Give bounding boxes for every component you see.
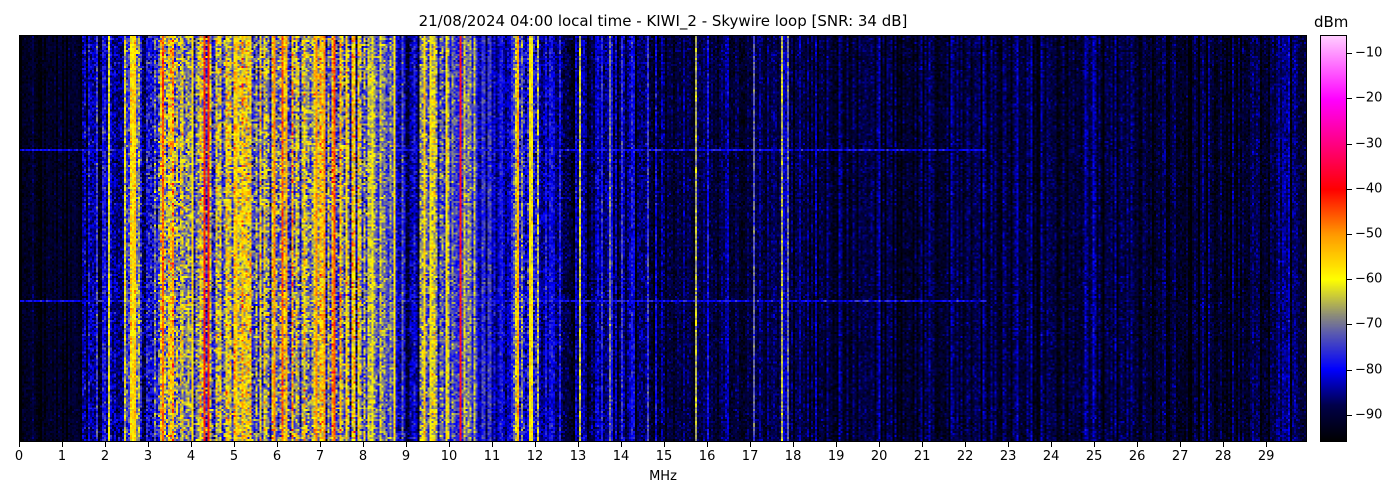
colorbar-tick-label: −60 [1355, 271, 1383, 287]
x-tick [234, 442, 236, 447]
colorbar-tick [1347, 279, 1352, 281]
x-tick-label: 3 [143, 449, 153, 464]
x-tick [492, 442, 494, 447]
x-tick [449, 442, 451, 447]
x-tick [1051, 442, 1053, 447]
x-tick-label: 6 [272, 449, 282, 464]
x-tick [879, 442, 881, 447]
x-tick [148, 442, 149, 447]
waterfall-heatmap [19, 35, 1307, 442]
x-tick [578, 442, 580, 447]
x-tick-label: 23 [999, 449, 1017, 464]
colorbar-tick [1347, 98, 1352, 100]
x-tick-label: 19 [827, 449, 845, 464]
x-tick-label: 27 [1171, 449, 1189, 464]
x-axis: 0 1 2 3 4 5 6 7 8 9 10 11 12 13 14 15 16 17 18 19 20 21 22 23 24… [15, 442, 1307, 472]
x-tick-label: 2 [100, 449, 110, 464]
colorbar-label: dBm [1314, 13, 1349, 31]
x-tick-label: 25 [1085, 449, 1103, 464]
colorbar-tick-label: −90 [1355, 407, 1383, 423]
colorbar-tick-label: −20 [1355, 90, 1383, 106]
colorbar-tick [1347, 324, 1352, 326]
colorbar-axis: −10 −20 −30 −40 −50 −60 −70 −80 −90 [1347, 35, 1397, 442]
x-tick [1223, 442, 1225, 447]
colorbar-tick [1347, 143, 1352, 145]
x-tick-label: 0 [14, 449, 24, 464]
colorbar-tick [1347, 188, 1352, 190]
x-tick [1266, 442, 1268, 447]
x-tick [1094, 442, 1096, 447]
colorbar-tick [1347, 233, 1352, 235]
x-tick-label: 21 [913, 449, 931, 464]
x-tick-label: 28 [1214, 449, 1232, 464]
x-tick-label: 8 [358, 449, 368, 464]
x-tick [406, 442, 408, 447]
x-tick-label: 1 [57, 449, 67, 464]
colorbar-tick [1347, 369, 1352, 371]
colorbar-tick-label: −40 [1355, 181, 1383, 197]
x-tick [535, 442, 537, 447]
x-tick-label: 16 [698, 449, 716, 464]
x-tick [1180, 442, 1182, 447]
x-tick [750, 442, 752, 447]
colorbar-tick [1347, 53, 1352, 55]
x-tick [965, 442, 967, 447]
x-tick-label: 10 [440, 449, 458, 464]
colorbar-tick-label: −10 [1355, 45, 1383, 61]
x-tick-label: 14 [612, 449, 630, 464]
colorbar-gradient [1321, 36, 1346, 441]
x-tick-label: 18 [784, 449, 802, 464]
x-tick-label: 29 [1257, 449, 1275, 464]
colorbar-tick-label: −30 [1355, 136, 1383, 152]
x-tick-label: 22 [956, 449, 974, 464]
x-tick [62, 442, 63, 447]
x-tick-label: 4 [186, 449, 196, 464]
x-tick-label: 5 [229, 449, 239, 464]
colorbar-tick-label: −50 [1355, 226, 1383, 242]
x-tick [836, 442, 838, 447]
colorbar [1320, 35, 1347, 442]
x-tick-label: 9 [401, 449, 411, 464]
x-tick [19, 442, 20, 447]
x-tick [191, 442, 193, 447]
chart-title: 21/08/2024 04:00 local time - KIWI_2 - S… [418, 12, 908, 30]
heatmap-cells [20, 36, 1306, 441]
x-tick [277, 442, 279, 447]
x-tick [320, 442, 322, 447]
x-tick [707, 442, 709, 447]
x-tick [1008, 442, 1010, 447]
x-tick [793, 442, 795, 447]
x-axis-label: MHz [649, 469, 677, 484]
x-tick-label: 20 [870, 449, 888, 464]
colorbar-tick-label: −70 [1355, 316, 1383, 332]
x-tick-label: 17 [741, 449, 759, 464]
x-tick [621, 442, 623, 447]
colorbar-tick [1347, 414, 1352, 416]
x-tick-label: 11 [483, 449, 501, 464]
colorbar-tick-label: −80 [1355, 362, 1383, 378]
x-tick-label: 13 [569, 449, 587, 464]
x-tick [922, 442, 924, 447]
x-tick-label: 15 [655, 449, 673, 464]
x-tick [363, 442, 365, 447]
x-tick [664, 442, 666, 447]
x-tick [1137, 442, 1139, 447]
x-tick [105, 442, 106, 447]
x-tick-label: 12 [526, 449, 544, 464]
x-tick-label: 7 [315, 449, 325, 464]
x-tick-label: 26 [1128, 449, 1146, 464]
x-tick-label: 24 [1042, 449, 1060, 464]
